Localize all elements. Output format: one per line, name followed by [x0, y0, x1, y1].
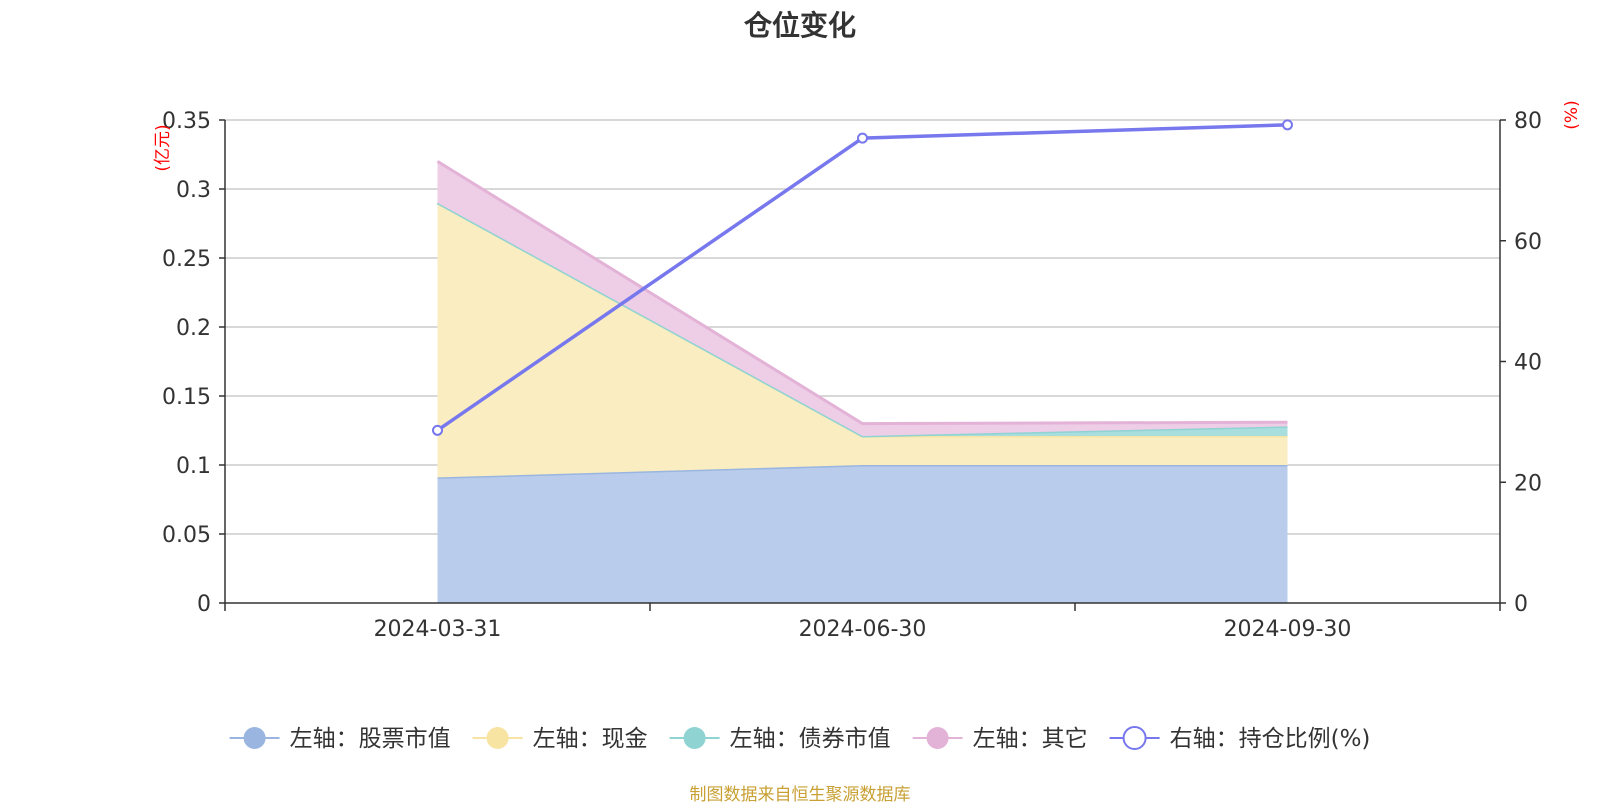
- left-axis-unit: (亿元): [153, 124, 173, 171]
- right-axis-tick-label: 0: [1514, 592, 1528, 617]
- legend-label: 右轴：持仓比例(%): [1170, 726, 1371, 752]
- x-axis-tick-label: 2024-09-30: [1224, 617, 1352, 642]
- left-axis-tick-label: 0.15: [162, 385, 211, 410]
- left-axis-tick-label: 0.1: [176, 454, 211, 479]
- legend-symbol-marker: [243, 727, 266, 749]
- source-note: 制图数据来自恒生聚源数据库: [689, 785, 911, 805]
- x-axis-tick-label: 2024-03-31: [374, 617, 502, 642]
- right-axis-tick-label: 20: [1514, 471, 1542, 496]
- legend-symbol-marker: [683, 727, 706, 749]
- right-axis-tick-label: 80: [1514, 109, 1542, 134]
- stacked-areas: [436, 160, 1288, 603]
- ratio-point: [857, 132, 868, 144]
- left-axis-tick-label: 0.2: [176, 316, 211, 341]
- legend: 左轴：股票市值 左轴：现金 左轴：债券市值 左轴：其它 右轴：持仓比例(%): [229, 726, 1371, 752]
- legend-label: 左轴：债券市值: [730, 726, 891, 752]
- right-axis-unit: (%): [1562, 100, 1582, 129]
- ratio-point: [432, 424, 443, 436]
- legend-symbol-marker: [1122, 726, 1147, 750]
- legend-label: 左轴：其它: [973, 726, 1088, 752]
- area-2: [437, 202, 1288, 478]
- left-axis-tick-label: 0: [197, 592, 211, 617]
- left-axis-tick-label: 0.35: [162, 109, 211, 134]
- legend-label: 左轴：现金: [533, 726, 648, 752]
- legend-label: 左轴：股票市值: [290, 726, 451, 752]
- area-1: [437, 465, 1288, 603]
- left-axis-tick-label: 0.3: [176, 178, 211, 203]
- chart-title: 仓位变化: [743, 9, 856, 42]
- ratio-line: [432, 119, 1293, 436]
- legend-symbol-marker: [926, 727, 949, 749]
- right-axis-tick-label: 40: [1514, 351, 1542, 376]
- left-axis-tick-label: 0.25: [162, 247, 211, 272]
- right-axis-tick-label: 60: [1514, 230, 1542, 255]
- ratio-point: [1282, 119, 1293, 131]
- left-axis-tick-label: 0.05: [162, 523, 211, 548]
- axes: 0 0.05 0.1 0.15 0.2 0.25 0.3 0.35 0 20 40 60 80 2024-…: [153, 100, 1582, 642]
- legend-symbol-marker: [486, 727, 509, 749]
- area-edge-4: [436, 160, 1288, 426]
- x-axis-tick-label: 2024-06-30: [799, 617, 927, 642]
